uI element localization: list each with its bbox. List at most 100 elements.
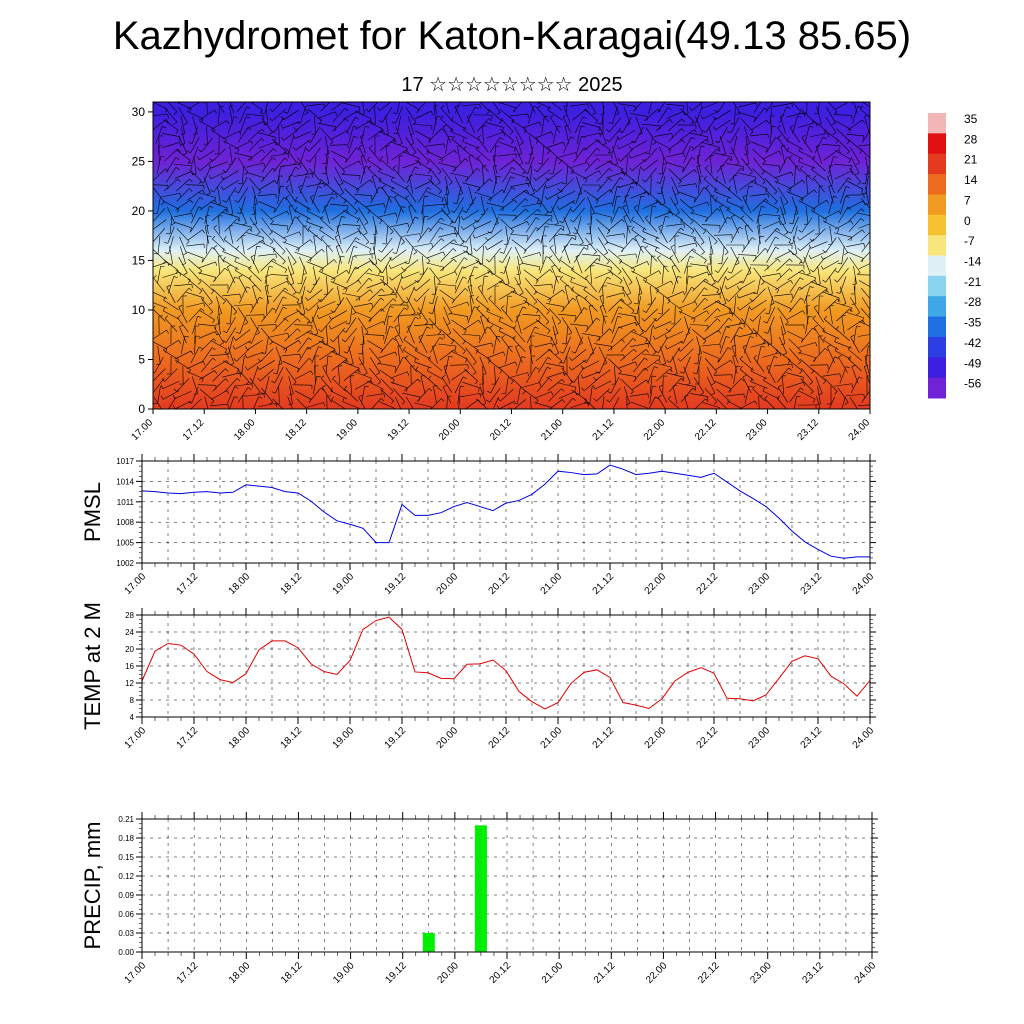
y-tick-label: 5 [138,352,145,366]
y-tick-label: 0.09 [118,891,134,900]
x-tick-label: 19.12 [383,571,409,597]
cross-section-panel: 0 5 10 15 20 25 30 17.00 17.12 18.00 18.12 19.00 19.… [130,101,872,443]
x-tick-label: 20.00 [437,417,463,443]
x-tick-label: 21.00 [539,417,565,443]
x-tick-label: 18.12 [279,725,305,751]
y-tick-label: 12 [125,679,134,688]
x-tick-label: 21.12 [592,960,618,986]
pmsl-panel: 1002 1005 1008 1011 1014 1017 17.00 17.12 18.00 1… [80,454,876,597]
x-tick-label: 21.00 [539,571,565,597]
x-tick-label: 22.12 [693,417,719,443]
page-subtitle: 17 ☆☆☆☆☆☆☆☆ 2025 [401,74,623,96]
x-tick-label: 22.00 [644,960,670,986]
x-tick-label: 23.00 [744,417,770,443]
colorbar-swatch [928,316,946,338]
x-tick-label: 18.12 [283,417,309,443]
y-tick-label: 1002 [116,559,134,568]
x-tick-label: 17.12 [175,571,201,597]
wind-barbs [153,102,870,409]
colorbar: 35 28 21 14 7 0 -7 -14 -21 -28 -35 -42 -49 -56 [928,112,982,399]
x-tick-label: 20.00 [435,725,461,751]
colorbar-label: -14 [964,255,982,269]
y-axis-title: TEMP at 2 M [80,602,105,730]
x-tick-label: 22.00 [642,417,668,443]
y-tick-label: 1008 [116,518,134,527]
colorbar-swatch [928,336,946,358]
page-title: Kazhydromet for Katon-Karagai(49.13 85.6… [112,14,912,58]
colorbar-swatch [928,113,946,134]
x-tick-label: 20.12 [488,417,514,443]
y-tick-label: 30 [132,105,146,119]
x-tick-label: 21.12 [591,571,617,597]
x-tick-label: 23.00 [747,725,773,751]
colorbar-label: 21 [964,153,978,167]
colorbar-swatch [928,275,946,297]
x-tick-label: 19.12 [383,960,409,986]
x-tick-label: 22.00 [643,725,669,751]
x-tick-label: 18.00 [227,725,253,751]
x-tick-label: 18.00 [227,960,253,986]
x-tick-label: 18.00 [232,417,258,443]
colorbar-swatch [928,357,946,379]
x-tick-label: 20.12 [487,725,513,751]
x-tick-label: 24.00 [851,571,877,597]
series-line [141,616,871,710]
y-tick-label: 1017 [116,457,134,466]
x-tick-label: 21.00 [540,960,566,986]
colorbar-label: -21 [964,275,982,289]
x-tick-label: 20.12 [488,960,514,986]
y-tick-label: 0.06 [118,910,134,919]
x-tick-label: 23.12 [799,725,825,751]
x-tick-label: 23.00 [748,960,774,986]
x-tick-label: 19.00 [335,417,361,443]
colorbar-swatch [928,377,946,399]
x-tick-label: 17.12 [175,960,201,986]
x-tick-label: 19.12 [383,725,409,751]
y-tick-label: 1011 [117,498,135,507]
x-tick-label: 17.00 [130,417,156,443]
precip-bar [422,933,435,952]
y-tick-label: 24 [125,628,134,637]
y-tick-label: 16 [125,662,134,671]
x-tick-label: 21.00 [539,725,565,751]
y-axis-title: PMSL [80,482,105,542]
x-tick-label: 18.00 [227,571,253,597]
x-tick-label: 21.12 [591,725,617,751]
x-tick-label: 24.00 [851,725,877,751]
x-tick-label: 23.00 [747,571,773,597]
y-tick-label: 1014 [116,477,134,486]
y-tick-label: 0.00 [118,948,134,957]
colorbar-label: -35 [964,316,982,330]
colorbar-label: 7 [964,193,971,207]
y-tick-label: 0 [138,402,145,416]
x-tick-label: 22.00 [643,571,669,597]
x-tick-label: 18.12 [279,960,305,986]
x-tick-label: 20.00 [436,960,462,986]
x-tick-label: 23.12 [801,960,827,986]
field-fill [153,102,870,409]
colorbar-swatch [928,153,946,175]
y-tick-label: 0.03 [118,929,134,938]
x-tick-label: 19.12 [386,417,412,443]
y-tick-label: 0.21 [118,815,134,824]
colorbar-swatch [928,296,946,318]
colorbar-label: 14 [964,173,978,187]
colorbar-label: -49 [964,356,982,370]
colorbar-swatch [928,255,946,277]
colorbar-label: -28 [964,295,982,309]
y-tick-label: 20 [132,204,146,218]
y-tick-label: 4 [130,713,135,722]
x-tick-label: 22.12 [696,960,722,986]
y-tick-label: 1005 [116,539,134,548]
y-axis-title: PRECIP, mm [80,822,105,950]
colorbar-swatch [928,133,946,155]
x-tick-label: 22.12 [695,725,721,751]
precip-bar [474,825,487,952]
temp-panel: 4 8 12 16 20 24 28 17.00 17.12 18.00 18.12 19.00 19.… [80,602,876,751]
x-tick-label: 22.12 [695,571,721,597]
y-tick-label: 0.12 [118,872,134,881]
x-tick-label: 17.00 [123,725,149,751]
x-tick-label: 17.00 [123,960,149,986]
x-tick-label: 18.12 [279,571,305,597]
